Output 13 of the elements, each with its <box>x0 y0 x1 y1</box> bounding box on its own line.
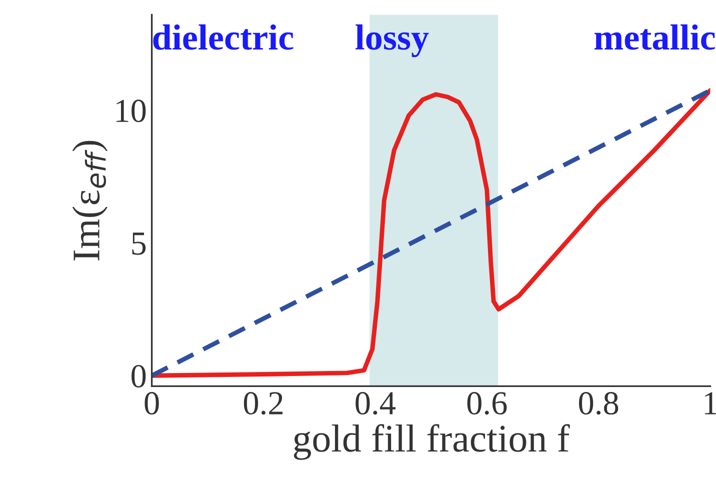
x-axis-title: gold fill fraction f <box>294 424 570 460</box>
x-tick-label: 0.4 <box>356 392 396 415</box>
x-tick-label: 0.6 <box>467 392 507 415</box>
annotation: metallic <box>594 24 715 50</box>
annotation: lossy <box>356 24 429 58</box>
x-tick-label: 0.2 <box>244 392 282 415</box>
y-tick-label: 10 <box>116 100 146 122</box>
line-series <box>152 88 710 378</box>
y-tick-label: 5 <box>132 232 146 255</box>
y-axis-title: Im(ε$_{eff}$) <box>72 140 108 261</box>
annotation: dielectric <box>153 24 294 50</box>
y-tick-label: 0 <box>132 365 146 388</box>
x-tick-label: 0.8 <box>579 392 618 415</box>
